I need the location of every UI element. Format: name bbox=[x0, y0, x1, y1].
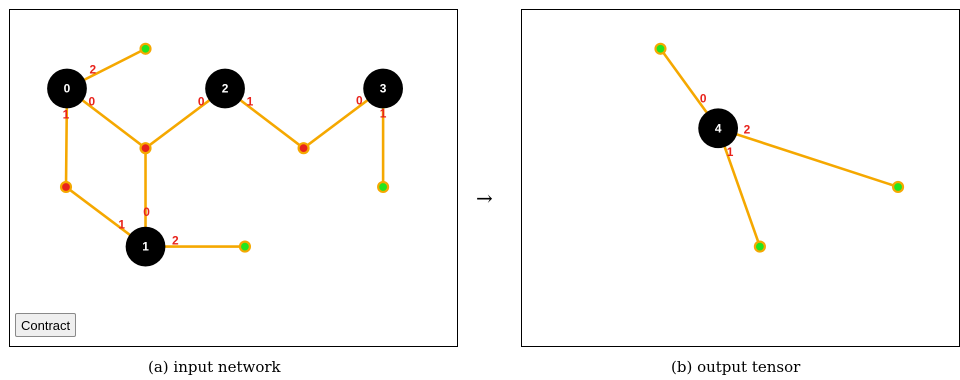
edge-junction[interactable] bbox=[59, 180, 73, 194]
node-label: 0 bbox=[64, 82, 71, 96]
node-label: 4 bbox=[715, 121, 722, 135]
port-label: 0 bbox=[700, 91, 707, 105]
port-label: 1 bbox=[727, 145, 734, 159]
input-network-diagram: 0 2 3 1 2 0 1 0 1 0 1 0 1 2 bbox=[47, 42, 403, 267]
port-label: 2 bbox=[90, 63, 97, 77]
edge-junction[interactable] bbox=[139, 142, 152, 155]
node-label: 2 bbox=[222, 82, 229, 96]
tensor-node-0[interactable]: 0 bbox=[47, 68, 87, 109]
node-circle[interactable] bbox=[363, 68, 403, 109]
node-label: 1 bbox=[142, 240, 149, 254]
edge-junction[interactable] bbox=[297, 142, 310, 155]
tensor-node-4[interactable]: 4 bbox=[698, 108, 739, 149]
node-circle[interactable] bbox=[125, 226, 166, 267]
input-network-caption: (a) input network bbox=[148, 358, 281, 376]
output-tensor-caption: (b) output tensor bbox=[671, 358, 801, 376]
port-label: 1 bbox=[247, 94, 254, 108]
node-circle[interactable] bbox=[47, 68, 87, 109]
contract-button[interactable]: Contract bbox=[15, 313, 77, 337]
input-network-panel: 0 2 3 1 2 0 1 0 1 0 1 0 1 2 Contract bbox=[9, 9, 458, 347]
tensor-node-3[interactable]: 3 bbox=[363, 68, 403, 109]
port-label: 2 bbox=[744, 122, 751, 136]
node-label: 3 bbox=[380, 82, 387, 96]
port-label: 0 bbox=[356, 93, 363, 107]
node-circle[interactable] bbox=[698, 108, 739, 149]
port-label: 2 bbox=[172, 234, 179, 248]
port-label: 0 bbox=[143, 205, 150, 219]
dangling-end[interactable] bbox=[753, 240, 766, 253]
port-label: 0 bbox=[89, 94, 96, 108]
port-label: 1 bbox=[63, 107, 70, 121]
edge bbox=[716, 127, 900, 189]
output-tensor-diagram: 4 0 1 2 bbox=[654, 42, 905, 253]
dangling-end[interactable] bbox=[891, 180, 905, 194]
dangling-end[interactable] bbox=[377, 180, 390, 194]
tensor-node-1[interactable]: 1 bbox=[125, 226, 166, 267]
tensor-node-2[interactable]: 2 bbox=[205, 68, 245, 109]
node-circle[interactable] bbox=[205, 68, 245, 109]
dangling-end[interactable] bbox=[139, 42, 152, 55]
output-tensor-panel: 4 0 1 2 bbox=[521, 9, 960, 347]
port-label: 1 bbox=[380, 106, 387, 120]
edge bbox=[716, 127, 762, 248]
dangling-end[interactable] bbox=[238, 240, 251, 253]
transform-arrow: → bbox=[476, 186, 493, 210]
port-label: 1 bbox=[118, 218, 125, 232]
dangling-end[interactable] bbox=[654, 42, 667, 55]
port-label: 0 bbox=[198, 94, 205, 108]
